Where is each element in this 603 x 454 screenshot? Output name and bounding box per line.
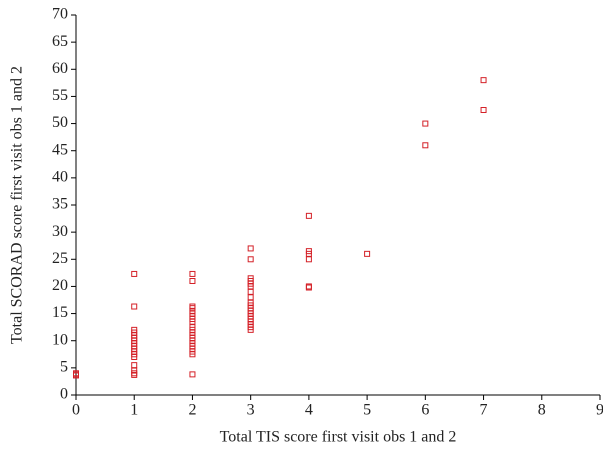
point: [247, 326, 254, 333]
x-tick-label: 7: [480, 402, 488, 419]
point: [131, 270, 138, 277]
y-tick-label: 45: [52, 141, 68, 158]
point: [364, 250, 371, 257]
y-tick-label: 5: [60, 359, 68, 376]
y-tick-label: 60: [52, 60, 68, 77]
point: [131, 303, 138, 310]
x-tick-label: 2: [188, 402, 196, 419]
y-tick-label: 40: [52, 169, 68, 186]
point: [247, 256, 254, 263]
point: [131, 354, 138, 360]
point: [422, 142, 429, 149]
x-tick-label: 6: [421, 402, 429, 419]
point: [131, 371, 138, 378]
point: [305, 256, 312, 263]
point: [422, 120, 429, 127]
x-tick-label: 8: [538, 402, 546, 419]
point: [73, 370, 79, 377]
point: [247, 245, 254, 252]
x-tick-label: 4: [305, 402, 313, 419]
y-tick-label: 30: [52, 223, 68, 240]
y-tick-label: 0: [60, 386, 68, 403]
point: [305, 284, 312, 291]
y-tick-label: 50: [52, 114, 68, 131]
x-tick-label: 3: [247, 402, 255, 419]
y-tick-label: 10: [52, 331, 68, 348]
x-tick-label: 0: [72, 402, 80, 419]
y-tick-label: 70: [52, 6, 68, 23]
point: [189, 371, 196, 378]
y-axis-label: Total SCORAD score first visit obs 1 and…: [9, 66, 26, 344]
point: [480, 107, 487, 113]
y-tick-label: 25: [52, 250, 68, 267]
x-axis-label: Total TIS score first visit obs 1 and 2: [220, 429, 457, 446]
y-tick-label: 20: [52, 277, 68, 294]
point: [189, 351, 196, 358]
point: [247, 288, 254, 295]
y-tick-label: 15: [52, 304, 68, 321]
x-tick-label: 1: [130, 402, 138, 419]
point: [189, 270, 196, 277]
point: [189, 278, 196, 284]
x-tick-label: 5: [363, 402, 371, 419]
point: [247, 294, 254, 301]
x-tick-label: 9: [596, 402, 603, 419]
y-tick-label: 35: [52, 196, 68, 213]
point: [480, 77, 487, 84]
point: [305, 212, 312, 219]
y-tick-label: 65: [52, 33, 68, 50]
y-tick-label: 55: [52, 87, 68, 104]
point: [131, 362, 138, 369]
